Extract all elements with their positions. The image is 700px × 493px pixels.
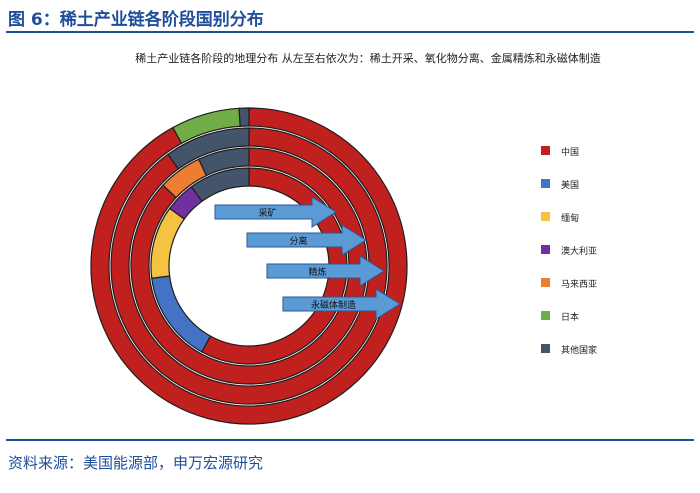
donut-chart: 稀土产业链各阶段的地理分布 从左至右依次为：稀土开采、氧化物分离、金属精炼和永磁…: [90, 51, 601, 425]
stage-arrow-label: 采矿: [258, 207, 276, 219]
legend-label: 日本: [561, 311, 579, 323]
legend-swatch: [541, 212, 550, 221]
ring-segment-1-6: [167, 127, 250, 170]
stage-arrow-2: [266, 255, 385, 287]
figure-title: 图 6：稀土产业链各阶段国别分布: [8, 10, 264, 30]
ring-segment-2-6: [197, 147, 250, 177]
legend-swatch: [541, 245, 550, 254]
stage-arrow-1: [246, 224, 367, 256]
chart-title: 稀土产业链各阶段的地理分布 从左至右依次为：稀土开采、氧化物分离、金属精炼和永磁…: [135, 51, 601, 65]
figure-header: 图 6：稀土产业链各阶段国别分布: [0, 0, 700, 32]
ring-segment-3-6: [190, 167, 250, 203]
ring-segment-2-0: [130, 147, 368, 385]
legend-swatch: [541, 344, 550, 353]
stage-arrow-label: 永磁体制造: [311, 299, 356, 311]
legend-label: 澳大利亚: [561, 245, 597, 257]
stage-arrow-label: 分离: [289, 235, 307, 247]
stage-arrow-0: [214, 196, 337, 228]
legend-swatch: [541, 179, 550, 188]
stage-arrow-label: 精炼: [308, 266, 326, 278]
donut-rings: [90, 107, 408, 425]
legend-label: 中国: [561, 146, 579, 158]
legend-label: 其他国家: [561, 344, 597, 356]
legend-label: 美国: [561, 179, 579, 191]
legend-label: 马来西亚: [561, 279, 597, 290]
stage-arrow-3: [282, 288, 401, 320]
legend-label: 缅甸: [561, 212, 579, 224]
source-note: 资料来源：美国能源部，申万宏源研究: [8, 454, 264, 472]
ring-segment-0-6: [238, 107, 250, 127]
legend-swatch: [541, 311, 550, 320]
bottom-rule: [6, 439, 694, 441]
legend-swatch: [541, 278, 550, 287]
legend-swatch: [541, 146, 550, 155]
top-rule: [6, 31, 694, 33]
